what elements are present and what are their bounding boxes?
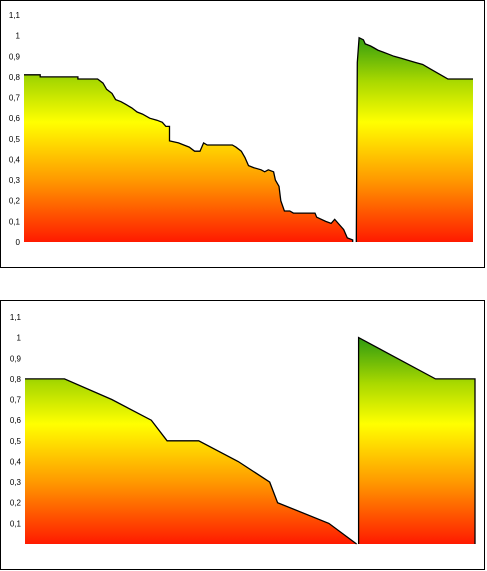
y-tick-label: 1,1 <box>10 313 22 322</box>
area-chart-bottom: 0,1 0,2 0,3 0,4 0,5 0,6 0,7 0,8 0,9 1 1,1 <box>10 313 476 545</box>
chart-panel-top: 0 0,1 0,2 0,3 0,4 0,5 0,6 0,7 0,8 0,9 1 1,1 <box>0 0 485 268</box>
y-tick-label: 0,9 <box>9 52 21 61</box>
y-tick-label: 1 <box>16 32 21 41</box>
area-outline-1 <box>24 74 354 242</box>
y-tick-label: 0,8 <box>10 375 22 384</box>
area-outline-2 <box>355 36 473 243</box>
y-tick-label: 0,5 <box>9 135 21 144</box>
y-tick-label: 1 <box>17 334 22 343</box>
y-tick-label: 0,3 <box>10 478 22 487</box>
y-tick-label: 0,1 <box>9 217 21 226</box>
y-tick-label: 0,3 <box>9 176 21 185</box>
y-tick-label: 0,2 <box>9 197 21 206</box>
y-tick-label: 0,1 <box>10 519 22 528</box>
y-tick-label: 0,7 <box>9 94 21 103</box>
area-chart-top: 0 0,1 0,2 0,3 0,4 0,5 0,6 0,7 0,8 0,9 1 1,1 <box>9 11 473 247</box>
y-tick-label: 0,2 <box>10 499 22 508</box>
area-segment-2 <box>358 337 475 544</box>
y-tick-label: 1,1 <box>9 11 21 20</box>
y-tick-label: 0,4 <box>9 155 21 164</box>
y-tick-label: 0,6 <box>10 416 22 425</box>
y-tick-label: 0,4 <box>10 457 22 466</box>
area-outline-2 <box>357 336 476 544</box>
area-outline-1 <box>25 378 357 545</box>
area-segment-1 <box>25 378 357 544</box>
chart-panel-bottom: 0,1 0,2 0,3 0,4 0,5 0,6 0,7 0,8 0,9 1 1,1 <box>0 300 485 570</box>
area-segment-1 <box>24 74 353 242</box>
y-tick-label: 0,6 <box>9 114 21 123</box>
y-tick-label: 0 <box>16 238 21 247</box>
y-tick-label: 0,8 <box>9 73 21 82</box>
area-segment-2 <box>356 37 473 243</box>
y-tick-label: 0,9 <box>10 354 22 363</box>
y-tick-label: 0,5 <box>10 437 22 446</box>
y-tick-label: 0,7 <box>10 396 22 405</box>
